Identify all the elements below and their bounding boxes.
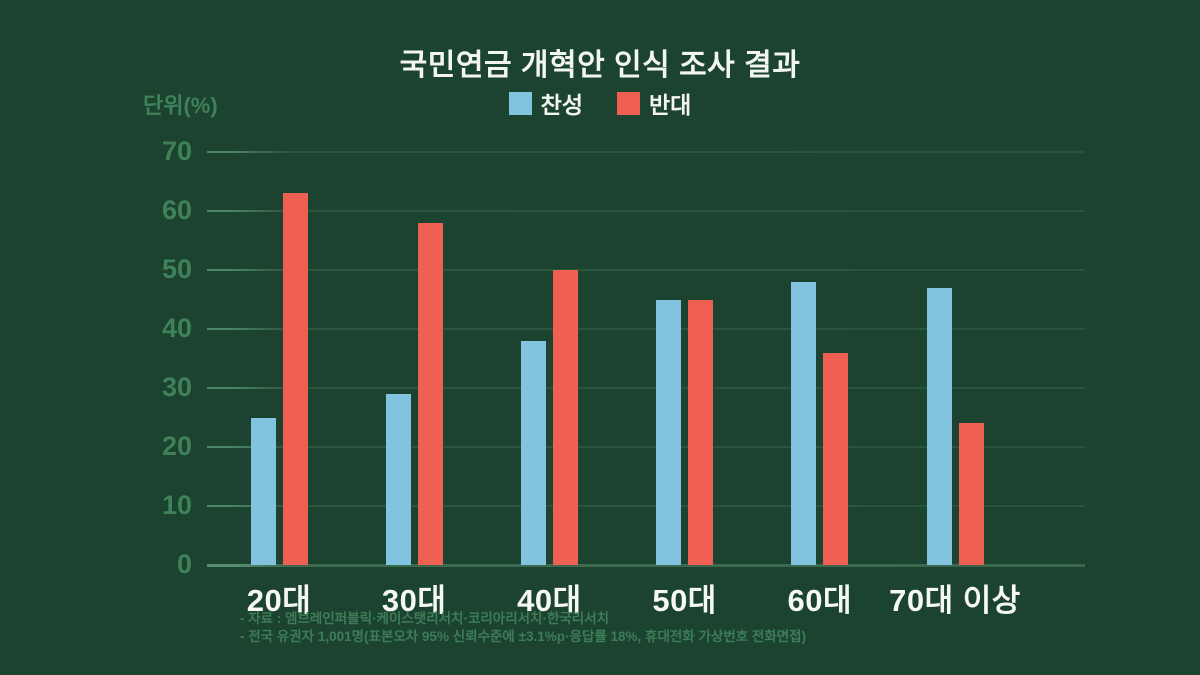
gridline-60	[207, 210, 1085, 212]
x-axis-label-40대: 40대	[517, 583, 582, 618]
y-tick-label-10: 10	[161, 490, 192, 520]
footnote-source: - 자료 : 엠브레인퍼블릭·케이스탯리서치·코리아리서치·한국리서치	[240, 611, 610, 626]
bar-반대-40대	[552, 270, 578, 565]
x-axis-label-60대: 60대	[787, 583, 853, 618]
bar-찬성-50대	[656, 299, 682, 565]
legend-label-oppose: 반대	[649, 92, 692, 118]
gridline-70	[207, 151, 1085, 153]
y-tick-label-30: 30	[161, 372, 192, 402]
chart-title: 국민연금 개혁안 인식 조사 결과	[399, 49, 801, 82]
legend-label-agree: 찬성	[540, 92, 583, 118]
legend-item-agree: 찬성	[508, 86, 583, 120]
gridline-10	[207, 505, 1085, 507]
bar-group-40대	[520, 152, 578, 565]
y-tick-label-40: 40	[161, 313, 192, 343]
y-tick-label-20: 20	[161, 431, 192, 461]
bar-group-60대	[791, 152, 849, 565]
y-tick-label-70: 70	[161, 136, 192, 166]
bar-찬성-20대	[250, 417, 276, 565]
x-axis-baseline	[207, 564, 1085, 567]
legend-item-oppose: 반대	[617, 86, 691, 120]
y-tick-label-0: 0	[176, 549, 192, 579]
x-axis-label-20대: 20대	[246, 583, 312, 618]
bar-찬성-70대 이상	[926, 287, 952, 565]
plot-area: 0 10 20 30 40 50 60 70 20대 30대 40대 50대 60대 70대 이상	[162, 138, 1085, 618]
x-axis-label-70대 이상: 70대 이상	[889, 583, 1021, 618]
bar-찬성-30대	[385, 393, 411, 565]
footnotes: - 자료 : 엠브레인퍼블릭·케이스탯리서치·코리아리서치·한국리서치 - 전국…	[240, 610, 806, 646]
bar-찬성-40대	[520, 340, 546, 565]
gridline-30	[207, 387, 1085, 389]
legend: 찬성 반대	[0, 86, 1200, 120]
footnote-method: - 전국 유권자 1,001명(표본오차 95% 신뢰수준에 ±3.1%p·응답…	[240, 629, 807, 644]
legend-swatch-oppose	[617, 91, 640, 115]
gridline-40	[207, 328, 1085, 330]
bar-반대-30대	[417, 222, 443, 565]
x-axis-label-30대: 30대	[381, 583, 447, 618]
y-tick-label-60: 60	[161, 195, 192, 225]
gridline-50	[207, 269, 1085, 271]
bar-group-30대	[385, 152, 443, 565]
bar-반대-60대	[823, 352, 849, 565]
y-axis-unit-label: 단위(%)	[143, 93, 218, 118]
x-axis-label-50대: 50대	[652, 583, 717, 618]
gridline-20	[207, 446, 1085, 448]
bar-반대-70대 이상	[958, 423, 984, 565]
legend-swatch-agree	[508, 91, 532, 115]
bar-찬성-60대	[791, 281, 817, 565]
bar-group-50대	[656, 152, 714, 565]
bar-반대-20대	[282, 193, 308, 565]
bar-group-20대	[250, 152, 308, 565]
y-tick-label-50: 50	[161, 254, 192, 284]
bar-group-70대 이상	[926, 152, 984, 565]
bar-반대-50대	[688, 299, 714, 565]
